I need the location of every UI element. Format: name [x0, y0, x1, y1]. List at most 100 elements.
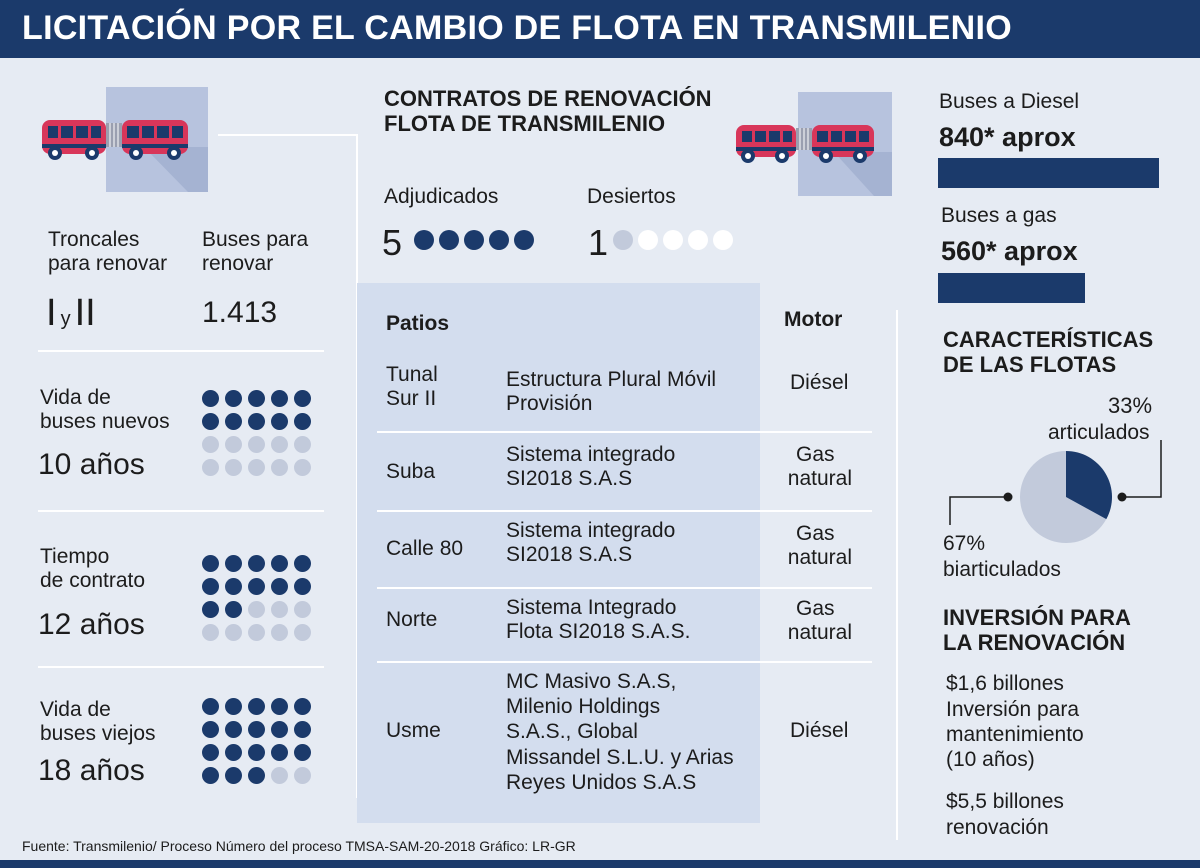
year-dot [294, 578, 311, 595]
row-patio: Tunal Sur II [386, 363, 438, 411]
year-dot [294, 601, 311, 618]
year-dot [248, 413, 265, 430]
year-dot [202, 744, 219, 761]
year-dot [225, 436, 242, 453]
year-dot [271, 698, 288, 715]
row-patio: Norte [386, 608, 438, 631]
row-motor: Gas natural [787, 443, 852, 491]
year-dot [202, 601, 219, 618]
dot [464, 230, 484, 250]
year-dot [271, 390, 288, 407]
diesel-value: 840* aprox [939, 122, 1076, 152]
dot [439, 230, 459, 250]
year-dot [225, 555, 242, 572]
inversion-b-value: $5,5 billones [946, 790, 1064, 813]
tiempo-contrato-value: 12 años [38, 608, 145, 641]
buses-renovar-value: 1.413 [202, 296, 278, 329]
year-dot [225, 767, 242, 784]
vida-nuevos-value: 10 años [38, 448, 145, 481]
year-dot [248, 767, 265, 784]
desiertos-dots [613, 230, 733, 250]
tiempo-contrato-dots [202, 555, 311, 641]
year-dot [294, 555, 311, 572]
year-dot [225, 698, 242, 715]
table-background [357, 283, 760, 823]
year-dot [294, 413, 311, 430]
biarticulados-label: biarticulados [943, 558, 1061, 581]
row-patio: Usme [386, 719, 441, 742]
dot [613, 230, 633, 250]
year-dot [248, 459, 265, 476]
year-dot [202, 459, 219, 476]
header-bar: LICITACIÓN POR EL CAMBIO DE FLOTA EN TRA… [0, 0, 1200, 58]
row-patio: Calle 80 [386, 537, 464, 560]
year-dot [202, 578, 219, 595]
year-dot [225, 721, 242, 738]
year-dot [294, 459, 311, 476]
year-dot [202, 624, 219, 641]
buses-renovar-label: Buses para renovar [202, 228, 309, 276]
year-dot [294, 721, 311, 738]
biarticulados-pct: 67% [943, 532, 986, 555]
dot [489, 230, 509, 250]
desiertos-label: Desiertos [587, 185, 676, 208]
year-dot [294, 744, 311, 761]
year-dot [202, 390, 219, 407]
dot [414, 230, 434, 250]
year-dot [271, 767, 288, 784]
year-dot [271, 436, 288, 453]
year-dot [202, 767, 219, 784]
row-motor: Diésel [790, 719, 849, 742]
table-divider-vertical [896, 310, 898, 840]
year-dot [248, 555, 265, 572]
year-dot [225, 624, 242, 641]
troncales-label: Troncales para renovar [48, 228, 168, 276]
year-dot [294, 436, 311, 453]
page-title: LICITACIÓN POR EL CAMBIO DE FLOTA EN TRA… [22, 9, 1012, 47]
header-motor: Motor [784, 308, 843, 331]
year-dot [271, 601, 288, 618]
year-dot [294, 698, 311, 715]
year-dot [271, 413, 288, 430]
desiertos-value: 1 [588, 222, 609, 263]
dot [514, 230, 534, 250]
year-dot [294, 767, 311, 784]
row-operator: Sistema integrado SI2018 S.A.S [506, 519, 676, 567]
year-dot [248, 390, 265, 407]
contracts-title: CONTRATOS DE RENOVACIÓN FLOTA DE TRANSMI… [384, 86, 712, 137]
pie-chart [949, 440, 1162, 543]
pie-slice-biarticulados [1020, 451, 1107, 543]
year-dot [248, 698, 265, 715]
leader-dot [1003, 492, 1013, 502]
year-dot [248, 601, 265, 618]
connector-line [218, 134, 358, 136]
inversion-b-desc: renovación [946, 816, 1049, 839]
year-dot [202, 555, 219, 572]
row-operator: Estructura Plural Móvil Provisión [506, 368, 717, 416]
year-dot [271, 624, 288, 641]
leader-line [949, 496, 1008, 525]
tiempo-contrato-label: Tiempo de contrato [40, 545, 146, 593]
year-dot [294, 624, 311, 641]
adjudicados-value: 5 [382, 222, 403, 263]
inversion-a-value: $1,6 billones [946, 672, 1064, 695]
adjudicados-label: Adjudicados [384, 185, 499, 208]
diesel-bar [938, 158, 1159, 188]
leader-dot [1117, 492, 1127, 502]
bus-illustration-left [40, 85, 210, 195]
year-dot [248, 624, 265, 641]
divider [38, 666, 324, 668]
adjudicados-dots [414, 230, 534, 250]
year-dot [225, 601, 242, 618]
table-row-divider [377, 661, 872, 663]
year-dot [225, 459, 242, 476]
row-operator: Sistema Integrado Flota SI2018 S.A.S. [506, 596, 691, 644]
inversion-title: INVERSIÓN PARA LA RENOVACIÓN [943, 605, 1131, 656]
bus-illustration-center [734, 90, 894, 200]
gas-bar [938, 273, 1086, 303]
vida-nuevos-dots [202, 390, 311, 476]
dot [663, 230, 683, 250]
row-motor: Gas natural [787, 597, 852, 645]
header-patios: Patios [386, 312, 450, 335]
row-operator: Sistema integrado SI2018 S.A.S [506, 443, 676, 491]
